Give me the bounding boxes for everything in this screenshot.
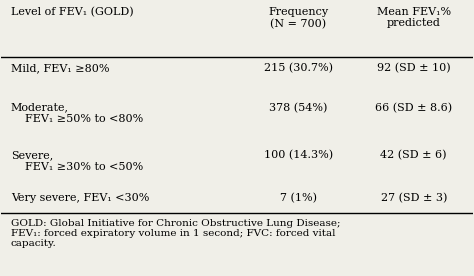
Text: 66 (SD ± 8.6): 66 (SD ± 8.6) (375, 102, 452, 113)
Text: Moderate,
    FEV₁ ≥50% to <80%: Moderate, FEV₁ ≥50% to <80% (11, 102, 143, 124)
Text: Very severe, FEV₁ <30%: Very severe, FEV₁ <30% (11, 193, 149, 203)
Text: GOLD: Global Initiative for Chronic Obstructive Lung Disease;
FEV₁: forced expir: GOLD: Global Initiative for Chronic Obst… (11, 219, 340, 248)
Text: 215 (30.7%): 215 (30.7%) (264, 63, 333, 73)
Text: Frequency
(N = 700): Frequency (N = 700) (268, 7, 328, 29)
Text: 92 (SD ± 10): 92 (SD ± 10) (377, 63, 450, 73)
Text: Level of FEV₁ (GOLD): Level of FEV₁ (GOLD) (11, 7, 134, 17)
Text: 42 (SD ± 6): 42 (SD ± 6) (381, 150, 447, 161)
Text: 7 (1%): 7 (1%) (280, 193, 317, 203)
Text: Mean FEV₁%
predicted: Mean FEV₁% predicted (377, 7, 451, 28)
Text: 27 (SD ± 3): 27 (SD ± 3) (381, 193, 447, 203)
Text: 100 (14.3%): 100 (14.3%) (264, 150, 333, 161)
Text: Mild, FEV₁ ≥80%: Mild, FEV₁ ≥80% (11, 63, 109, 73)
Text: Severe,
    FEV₁ ≥30% to <50%: Severe, FEV₁ ≥30% to <50% (11, 150, 143, 172)
Text: 378 (54%): 378 (54%) (269, 102, 328, 113)
